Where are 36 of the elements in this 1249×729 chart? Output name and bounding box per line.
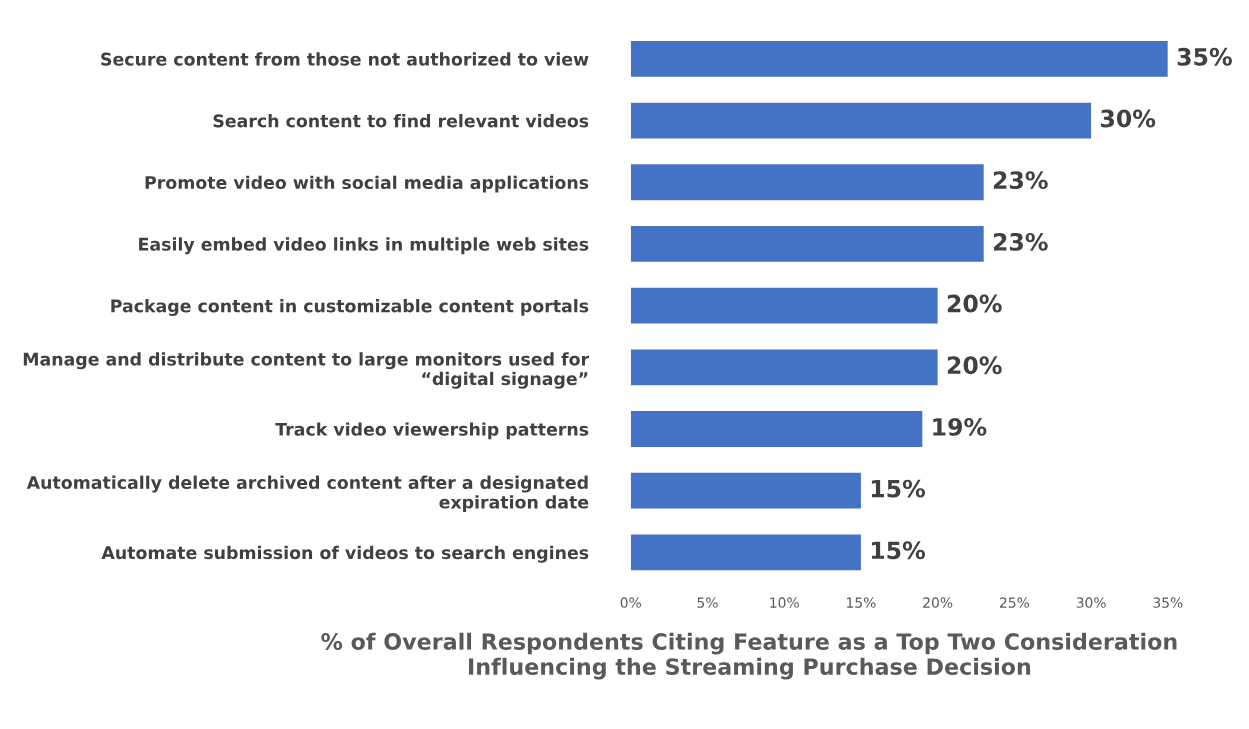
bar [630, 102, 1092, 139]
data-label: 23% [993, 171, 1048, 190]
y-tick-label: Package content in customizable content portals [111, 299, 589, 316]
x-tick-label: 25% [999, 597, 1030, 608]
x-tick-label: 5% [697, 597, 718, 608]
bar [630, 226, 984, 262]
bar [630, 472, 861, 509]
x-tick-label: 15% [847, 597, 876, 608]
y-tick-label: Automate submission of videos to search engines [101, 545, 589, 563]
x-tick-label: 10% [770, 597, 799, 608]
y-tick-label: Track video viewership patterns [275, 422, 589, 440]
x-tick-label: 0% [620, 597, 641, 608]
x-axis-title: % of Overall Respondents Citing Feature as a Top Two Consideration Influencing the Streaming Purchase Decision [321, 632, 1177, 680]
bar [630, 349, 938, 386]
data-label: 20% [947, 294, 1002, 313]
y-tick-label: Secure content from those not authorized to view [101, 52, 589, 66]
bar [630, 411, 923, 447]
data-label: 35% [1177, 47, 1232, 66]
data-label: 19% [933, 417, 987, 436]
data-label: 23% [993, 232, 1048, 251]
data-label: 30% [1101, 109, 1156, 128]
bar [630, 287, 938, 324]
x-tick-label: 20% [923, 597, 953, 608]
bar [630, 40, 1168, 77]
y-tick-label: Promote video with social media applications [145, 175, 589, 193]
y-tick-label: Automatically delete archived content after a designated expiration date [26, 475, 589, 512]
data-label: 15% [871, 541, 926, 560]
x-tick-label: 30% [1076, 597, 1106, 608]
y-tick-label: Search content to find relevant videos [213, 113, 589, 128]
bar [630, 534, 861, 571]
bar [630, 164, 984, 201]
y-tick-label: Manage and distribute content to large monitors used for “digital signage” [23, 352, 590, 389]
y-tick-label: Easily embed video links in multiple web sites [139, 237, 589, 255]
data-label: 15% [871, 479, 926, 498]
data-label: 20% [947, 356, 1002, 375]
x-tick-label: 35% [1153, 597, 1183, 608]
